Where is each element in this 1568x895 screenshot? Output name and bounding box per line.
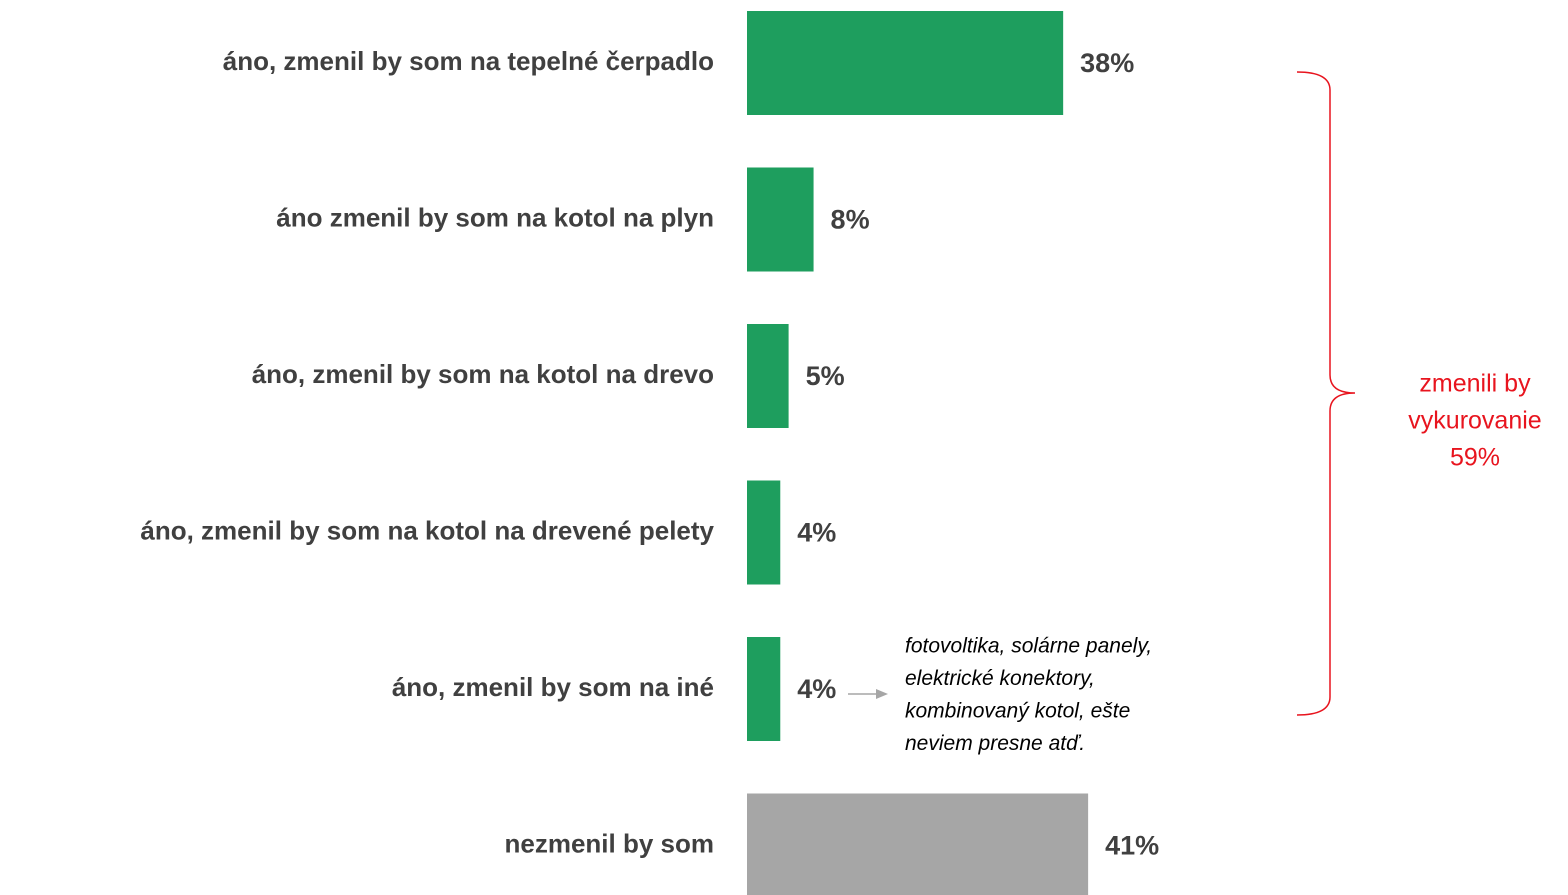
bar bbox=[747, 793, 1089, 895]
bracket-label: 59% bbox=[1450, 444, 1500, 472]
category-label: áno, zmenil by som na iné bbox=[392, 672, 714, 702]
value-label: 4% bbox=[797, 518, 836, 548]
value-label: 38% bbox=[1080, 48, 1134, 78]
arrow-head bbox=[876, 689, 888, 699]
value-label: 4% bbox=[797, 674, 836, 704]
bracket-label: vykurovanie bbox=[1408, 407, 1541, 435]
bar bbox=[747, 637, 781, 741]
bar bbox=[747, 167, 814, 272]
bar bbox=[747, 480, 781, 585]
note-line: kombinovaný kotol, ešte bbox=[905, 700, 1130, 723]
value-label: 8% bbox=[831, 205, 870, 235]
category-label: áno, zmenil by som na kotol na drevo bbox=[252, 359, 714, 389]
category-label: áno, zmenil by som na tepelné čerpadlo bbox=[223, 46, 714, 76]
value-label: 5% bbox=[806, 361, 845, 391]
category-label: nezmenil by som bbox=[505, 828, 715, 858]
value-label: 41% bbox=[1105, 831, 1159, 861]
note-line: elektrické konektory, bbox=[905, 667, 1095, 690]
category-label: áno zmenil by som na kotol na plyn bbox=[276, 202, 714, 232]
bar bbox=[747, 324, 789, 428]
category-label: áno, zmenil by som na kotol na drevené p… bbox=[140, 515, 714, 545]
bracket-label: zmenili by bbox=[1419, 370, 1531, 398]
bar bbox=[747, 11, 1064, 115]
bracket bbox=[1296, 71, 1356, 716]
note-line: fotovoltika, solárne panely, bbox=[905, 635, 1152, 658]
note-line: neviem presne atď. bbox=[905, 732, 1085, 755]
